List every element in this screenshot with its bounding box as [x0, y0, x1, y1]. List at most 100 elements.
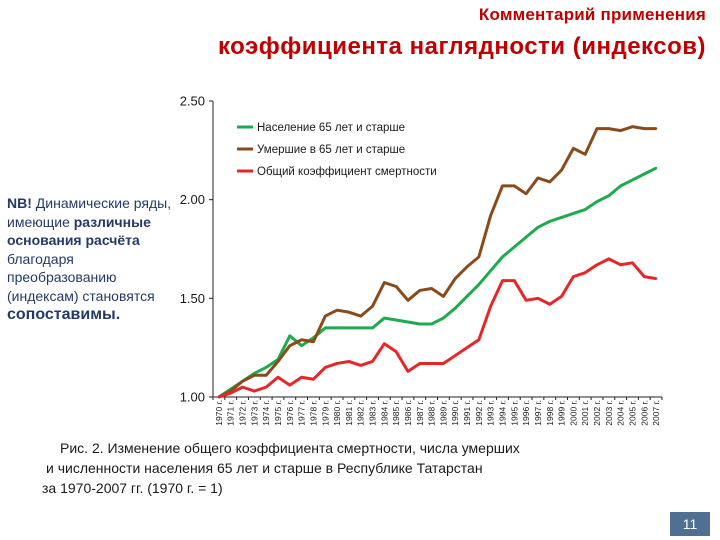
x-tick-label: 1999 г. [557, 400, 567, 426]
caption-line2: и численности населения 65 лет и старше … [46, 460, 483, 476]
series-1-point [489, 269, 492, 272]
series-1-point [418, 322, 421, 326]
x-tick-label: 1979 г. [320, 400, 330, 426]
x-tick-label: 2005 г. [627, 400, 637, 426]
series-3-point [454, 354, 457, 357]
series-3-point [359, 364, 362, 367]
series-2-point [643, 127, 646, 130]
series-3-point [229, 391, 232, 395]
x-tick-label: 1976 г. [285, 400, 295, 426]
series-2-point [595, 127, 599, 130]
series-2-point [324, 314, 327, 318]
series-2-point [394, 285, 398, 288]
series-3-point [335, 362, 339, 365]
y-tick-label: 1.00 [180, 390, 205, 405]
nb-note: NB! Динамические ряды, имеющие различные… [7, 194, 172, 325]
series-3-point [643, 275, 646, 278]
series-2-point [489, 214, 492, 217]
series-1-point [442, 316, 445, 320]
series-3-point [300, 376, 303, 379]
series-2-point [477, 255, 481, 259]
x-tick-label: 1998 г. [545, 400, 555, 426]
series-3-point [217, 395, 221, 399]
series-1-point [595, 200, 599, 203]
series-2-point [548, 180, 551, 184]
series-3-point [324, 366, 327, 369]
series-2-point [465, 265, 469, 268]
series-1-point [583, 208, 587, 211]
series-3-point [619, 263, 622, 266]
series-2-point [607, 127, 611, 130]
series-3-point [418, 362, 421, 365]
series-3-point [560, 295, 563, 298]
slide-title-line1: Комментарий применения [478, 5, 706, 24]
series-3-point [607, 257, 611, 261]
series-2-point [288, 344, 292, 347]
series-1-point [335, 326, 339, 330]
series-2-point [454, 277, 457, 280]
series-line-3 [218, 257, 657, 399]
series-3-point [288, 383, 292, 387]
series-2-point [241, 380, 244, 383]
series-3-point [631, 261, 634, 265]
series-3-point [536, 297, 540, 300]
y-tick-label: 1.50 [180, 291, 205, 306]
series-1-point [324, 326, 327, 330]
series-2-point [654, 127, 658, 130]
series-2-point [524, 192, 528, 195]
series-3-point [406, 370, 410, 373]
series-1-point [607, 194, 611, 197]
x-tick-label: 1991 г. [462, 400, 472, 426]
x-tick-label: 1987 г. [415, 400, 425, 426]
series-2-point [335, 308, 339, 312]
series-3-point [524, 299, 528, 302]
x-tick-label: 1971 г. [226, 400, 236, 426]
series-3-point [394, 350, 398, 353]
series-2-point [264, 374, 268, 377]
series-3-point [253, 389, 256, 393]
legend-label-1: Население 65 лет и старше [257, 122, 405, 134]
x-tick-label: 1978 г. [308, 400, 318, 426]
x-tick-label: 2002 г. [592, 400, 602, 426]
x-tick-label: 2007 г. [651, 400, 661, 426]
series-3-point [347, 360, 351, 363]
series-2-point [276, 360, 280, 363]
x-tick-label: 1985 г. [391, 400, 401, 426]
series-3-point [383, 342, 386, 345]
series-1-point [430, 322, 433, 326]
series-1-point [477, 283, 481, 286]
x-tick-label: 1986 г. [403, 400, 413, 426]
series-1-point [560, 216, 563, 219]
series-1-point [264, 366, 268, 369]
series-2-point [312, 340, 315, 343]
series-1-point [454, 307, 457, 310]
series-2-point [347, 310, 351, 314]
series-3-point [501, 279, 504, 282]
x-tick-label: 1981 г. [344, 400, 354, 426]
series-3-point [595, 263, 599, 266]
series-1-point [536, 226, 540, 229]
series-3-point [442, 362, 445, 365]
x-tick-label: 1990 г. [450, 400, 460, 426]
series-3-point [430, 362, 433, 365]
series-line-1 [218, 166, 657, 399]
series-1-point [572, 212, 575, 215]
x-tick-label: 1972 г. [238, 400, 248, 426]
series-3-point [489, 305, 492, 308]
series-2-point [572, 147, 575, 150]
x-tick-label: 2006 г. [639, 400, 649, 426]
x-tick-label: 2000 г. [568, 400, 578, 426]
nb-emphasis: сопоставимы. [7, 306, 121, 323]
page-number: 11 [670, 512, 710, 536]
series-2-point [583, 153, 587, 156]
x-tick-label: 2001 г. [580, 400, 590, 426]
series-1-point [513, 245, 516, 249]
series-1-point [631, 178, 634, 182]
series-3-point [465, 346, 469, 349]
x-tick-label: 1994 г. [497, 400, 507, 426]
series-3-point [548, 303, 551, 306]
x-tick-label: 1980 г. [332, 400, 342, 426]
y-tick-label: 2.00 [180, 192, 205, 207]
series-2-point [619, 129, 622, 132]
series-1-point [406, 320, 410, 324]
